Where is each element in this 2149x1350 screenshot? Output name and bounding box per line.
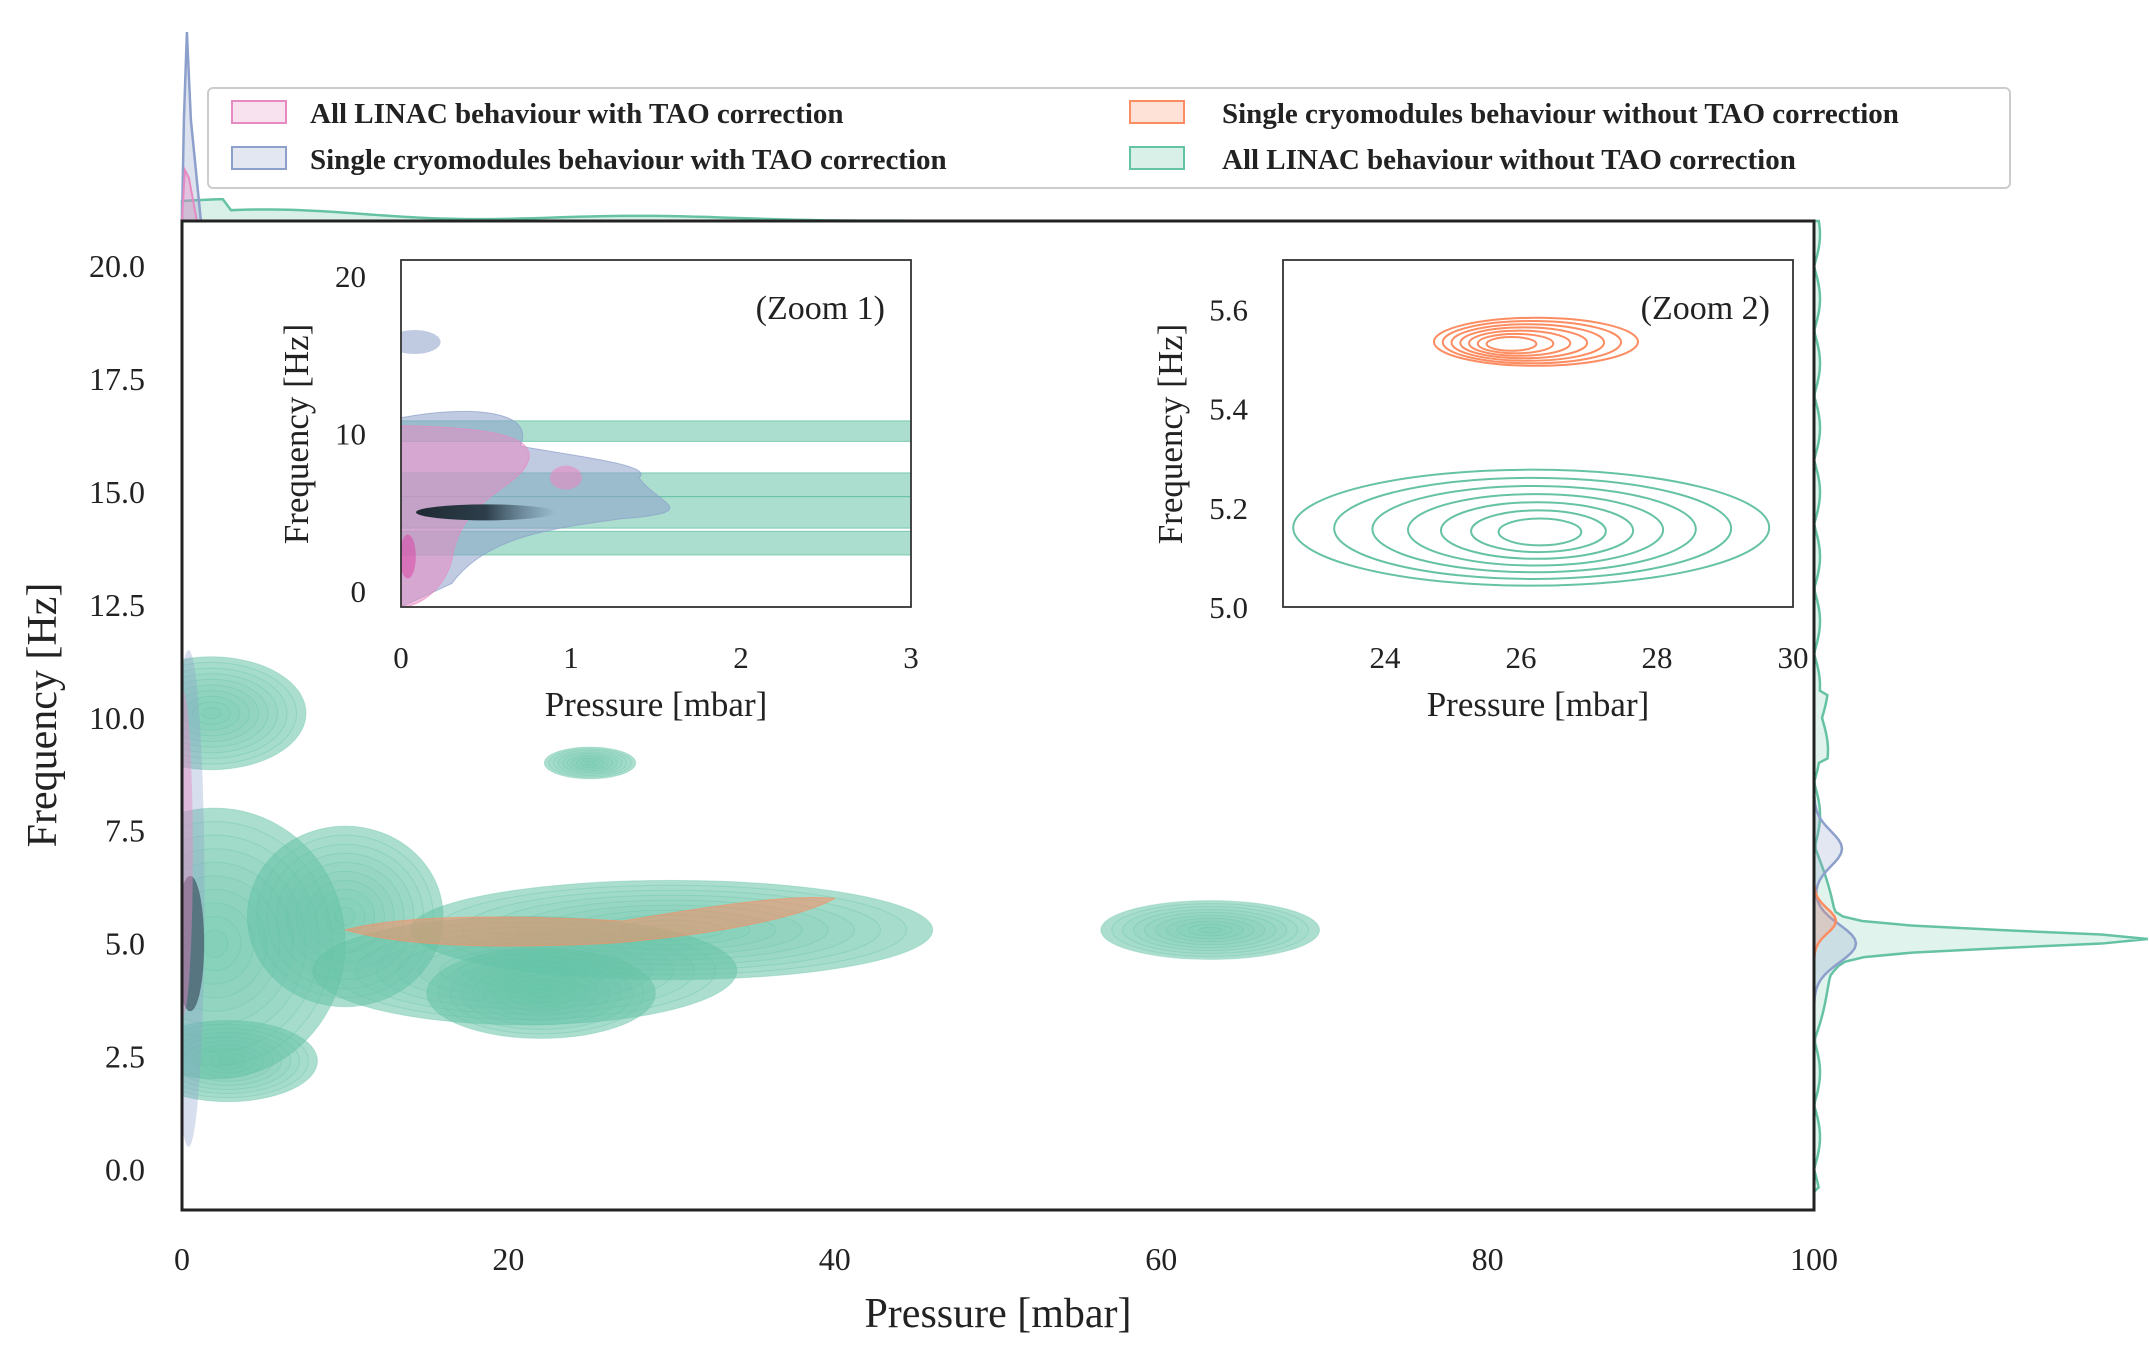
- zoom2-orange-contour: [1432, 316, 1639, 367]
- zoom1-green-band: [401, 420, 911, 442]
- x-tick-label: 80: [1472, 1241, 1504, 1277]
- right-marginal-green: [1812, 219, 2148, 1195]
- zoom1-frame: [400, 259, 912, 608]
- zoom2-green-contour: [1497, 517, 1583, 547]
- zoom1-pink-blob: [549, 465, 582, 490]
- zoom1-x-tick-label: 1: [563, 640, 579, 675]
- green-lobe-axis: [182, 807, 346, 1080]
- zoom2-frame: [1282, 259, 1794, 608]
- zoom1-x-label: Pressure [mbar]: [545, 685, 768, 724]
- zoom1-y-label: Frequency [Hz]: [277, 324, 316, 545]
- right-marginal-kde: [1812, 219, 2148, 1195]
- zoom1-inset: 0 1 2 3 0 10 20 (Zoom 1) Pressure [mbar] Freq…: [277, 259, 919, 724]
- x-tick-label: 60: [1145, 1241, 1177, 1277]
- x-tick-label: 20: [492, 1241, 524, 1277]
- zoom2-x-label: Pressure [mbar]: [1427, 685, 1650, 724]
- y-tick-label: 7.5: [105, 813, 145, 849]
- zoom2-green-contours: [1292, 468, 1771, 587]
- zoom1-y-tick-label: 20: [335, 259, 366, 294]
- zoom2-green-contour: [1333, 476, 1733, 580]
- main-axes: 0 20 40 60 80 100 0.02.55.07.510.012.515.017.…: [20, 219, 1838, 1337]
- zoom2-y-tick-label: 5.6: [1209, 293, 1248, 328]
- zoom1-x-tick-label: 3: [903, 640, 919, 675]
- zoom1-x-tick-label: 0: [393, 640, 409, 675]
- zoom2-x-tick-label: 28: [1642, 640, 1673, 675]
- zoom2-green-contour: [1407, 493, 1665, 567]
- zoom2-y-label: Frequency [Hz]: [1151, 324, 1190, 545]
- y-axis-label: Frequency [Hz]: [20, 583, 66, 848]
- zoom2-label: (Zoom 2): [1641, 290, 1770, 327]
- zoom2-inset: 24 26 28 30 5.0 5.2 5.4 5.6 (Zoom 2) Pressure …: [1151, 259, 1809, 724]
- zoom2-orange-contour: [1459, 326, 1589, 360]
- x-tick-label: 40: [819, 1241, 851, 1277]
- legend: All LINAC behaviour with TAO correction …: [207, 87, 2011, 189]
- zoom2-orange-contour: [1485, 336, 1538, 352]
- zoom2-green-contour: [1371, 484, 1697, 574]
- zoom1-pink-core: [401, 534, 416, 579]
- zoom2-green-contour: [1470, 509, 1607, 554]
- y-tick-label: 12.5: [89, 587, 145, 623]
- zoom2-x-tick-label: 26: [1506, 640, 1537, 675]
- y-tick-label: 20.0: [89, 248, 145, 284]
- legend-swatch-pink: [231, 100, 287, 124]
- y-tick-label: 10.0: [89, 700, 145, 736]
- blue-density-region: [182, 650, 205, 1147]
- legend-label: Single cryomodules behaviour without TAO…: [1222, 98, 1899, 130]
- green-density-region-1: [543, 746, 637, 780]
- legend-entry-all-linac-with-tao: All LINAC behaviour with TAO correction: [231, 98, 844, 130]
- legend-entry-single-cryo-without-tao: Single cryomodules behaviour without TAO…: [1129, 98, 1899, 130]
- orange-density-band: [343, 897, 837, 947]
- legend-swatch-blue: [231, 146, 287, 170]
- zoom1-green-band: [401, 530, 911, 556]
- zoom2-orange-contour: [1468, 329, 1572, 357]
- zoom2-x-tick-label: 30: [1778, 640, 1809, 675]
- zoom2-orange-contours: [1432, 316, 1639, 367]
- legend-swatch-green: [1129, 146, 1185, 170]
- zoom1-y-tick-label: 10: [335, 417, 366, 452]
- x-tick-label: 0: [174, 1241, 190, 1277]
- zoom2-y-tick-label: 5.2: [1209, 491, 1248, 526]
- zoom1-blue-blob: [401, 330, 441, 355]
- right-marginal-blue: [1812, 762, 1858, 1034]
- green-density-region-2: [1100, 900, 1321, 960]
- y-tick-label: 2.5: [105, 1038, 145, 1074]
- zoom2-green-contour: [1292, 468, 1771, 587]
- green-lobe-bottom: [426, 947, 656, 1039]
- legend-label: All LINAC behaviour with TAO correction: [310, 98, 844, 130]
- zoom2-y-tick-label: 5.4: [1209, 392, 1248, 427]
- green-density-region-0: [182, 656, 307, 771]
- legend-frame: [207, 87, 2011, 189]
- legend-label: All LINAC behaviour without TAO correcti…: [1222, 144, 1796, 176]
- y-tick-label: 0.0: [105, 1151, 145, 1187]
- legend-entry-single-cryo-with-tao: Single cryomodules behaviour with TAO co…: [231, 144, 947, 176]
- zoom2-orange-contour: [1450, 323, 1606, 362]
- main-axes-frame: [180, 219, 1816, 1212]
- zoom1-x-tick-label: 2: [733, 640, 749, 675]
- zoom2-y-tick-label: 5.0: [1209, 590, 1248, 625]
- zoom2-green-contour: [1439, 501, 1635, 560]
- legend-label: Single cryomodules behaviour with TAO co…: [310, 144, 947, 176]
- x-axis-label: Pressure [mbar]: [864, 1291, 1131, 1337]
- zoom2-orange-contour: [1476, 332, 1555, 355]
- legend-entry-all-linac-without-tao: All LINAC behaviour without TAO correcti…: [1129, 144, 1796, 176]
- zoom1-label: (Zoom 1): [756, 290, 885, 327]
- x-tick-label: 100: [1790, 1241, 1838, 1277]
- top-marginal-green: [180, 197, 933, 223]
- zoom2-orange-contour: [1441, 320, 1623, 365]
- zoom1-dark-core: [416, 504, 556, 521]
- y-tick-label: 15.0: [89, 474, 145, 510]
- pink-density-region: [182, 690, 193, 1016]
- legend-swatch-orange: [1129, 100, 1185, 124]
- zoom1-y-tick-label: 0: [351, 574, 367, 609]
- zoom2-x-tick-label: 24: [1370, 640, 1402, 675]
- y-tick-label: 17.5: [89, 361, 145, 397]
- y-tick-label: 5.0: [105, 926, 145, 962]
